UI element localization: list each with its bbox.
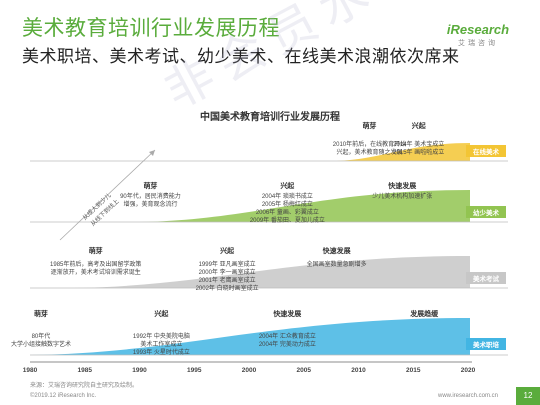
stage-line: 2010年前后，在线教育开始 [333, 140, 406, 148]
series-label-bg-4 [466, 338, 506, 350]
stage-line: 2009年 番茄田、夏加儿成立 [250, 216, 325, 224]
x-tick-label: 2000 [242, 367, 257, 374]
stage-line: 2002年 白晓时画室成立 [196, 284, 259, 292]
series-label-bg-3 [466, 272, 506, 284]
stage-line: 1992年 中央美院电脑 [133, 332, 190, 340]
stage-label: 快速发展 [273, 309, 302, 318]
trend-arrow-head [149, 150, 155, 156]
stage-line: 全国画室数量急剧增多 [307, 260, 367, 268]
stage-line: 2000年 李一画室成立 [199, 268, 256, 276]
page-title: 美术教育培训行业发展历程 [22, 17, 280, 40]
stage-label: 萌芽 [34, 309, 48, 318]
stage-line: 兴起，美术教育随之发展 [336, 148, 402, 156]
stage-label: 发展趋缓 [409, 309, 439, 318]
area-2 [139, 190, 470, 222]
stage-line: 大学小组接触数字艺术 [11, 340, 71, 348]
series-label-2: 幼少美术 [473, 208, 500, 217]
x-tick-label: 1995 [187, 367, 202, 374]
footer-source-note: 来源：艾瑞咨询研究院自主研究及绘制。 [30, 383, 139, 389]
stage-label: 萌芽 [143, 181, 157, 190]
chart-title: 中国美术教育培训行业发展历程 [200, 112, 340, 123]
page-number: 12 [516, 387, 540, 405]
logo-sub: 艾瑞咨询 [458, 40, 498, 47]
stage-line: 少儿美术机构加速扩张 [372, 192, 432, 200]
iresearch-logo: iResearch 艾瑞咨询 [440, 22, 516, 48]
x-tick-label: 1985 [78, 367, 93, 374]
page-subtitle: 美术职培、美术考试、幼少美术、在线美术浪潮依次席来 [22, 47, 460, 66]
stage-line: 2005年 杨梅红成立 [262, 200, 313, 208]
stage-line: 2001年 老鹰画室成立 [199, 276, 256, 284]
footer-copyright: ©2019.12 iResearch Inc. [30, 393, 97, 399]
series-label-3: 美术考试 [473, 274, 500, 283]
stage-line: 2004年 完美动力成立 [259, 340, 316, 348]
stage-line: 2015年 画啦啦成立 [393, 148, 444, 156]
stage-line: 1985年前后，高考及出国留学政策 [50, 260, 141, 268]
area-3 [73, 256, 471, 288]
stage-line: 90年代，居民消费能力 [120, 192, 181, 200]
stage-label: 萌芽 [362, 121, 376, 130]
stage-line: 逐渐放开，美术考试培训需求诞生 [51, 268, 141, 276]
stage-line: 80年代 [32, 332, 51, 340]
x-tick-label: 1990 [132, 367, 147, 374]
x-tick-label: 2005 [297, 367, 312, 374]
trend-arrow-line [59, 149, 156, 241]
stage-line: 2004年 汇众教育成立 [259, 332, 316, 340]
stage-label: 兴起 [412, 121, 427, 130]
series-label-bg-1 [466, 145, 506, 157]
area-4 [30, 318, 470, 355]
area-1 [336, 143, 470, 161]
series-label-1: 在线美术 [473, 147, 500, 156]
footer-url: www.iresearch.com.cn [438, 393, 499, 399]
stage-label: 兴起 [154, 309, 169, 318]
stage-line: 2014年 美术宝成立 [393, 140, 444, 148]
x-tick-label: 2010 [351, 367, 366, 374]
logo-name: iResearch [446, 22, 510, 37]
stage-label: 快速发展 [388, 181, 417, 190]
series-label-bg-2 [466, 206, 506, 218]
x-tick-label: 1980 [23, 367, 38, 374]
series-label-4: 美术职培 [473, 340, 500, 349]
stage-line: 2006年 童画、彩翼成立 [256, 208, 319, 216]
stage-line: 1999年 亚凡画室成立 [199, 260, 256, 268]
x-tick-label: 2020 [461, 367, 476, 374]
stage-line: 美术工作室成立 [140, 340, 182, 348]
stage-line: 增强，美育观念流行 [123, 200, 177, 208]
x-tick-label: 2015 [406, 367, 421, 374]
stage-line: 2004年 琐琐书成立 [262, 192, 313, 200]
stage-label: 快速发展 [323, 246, 352, 255]
stage-label: 萌芽 [89, 246, 103, 255]
stage-label: 兴起 [280, 181, 295, 190]
stage-line: 1993年 火星时代成立 [133, 348, 190, 356]
stage-label: 兴起 [220, 246, 235, 255]
